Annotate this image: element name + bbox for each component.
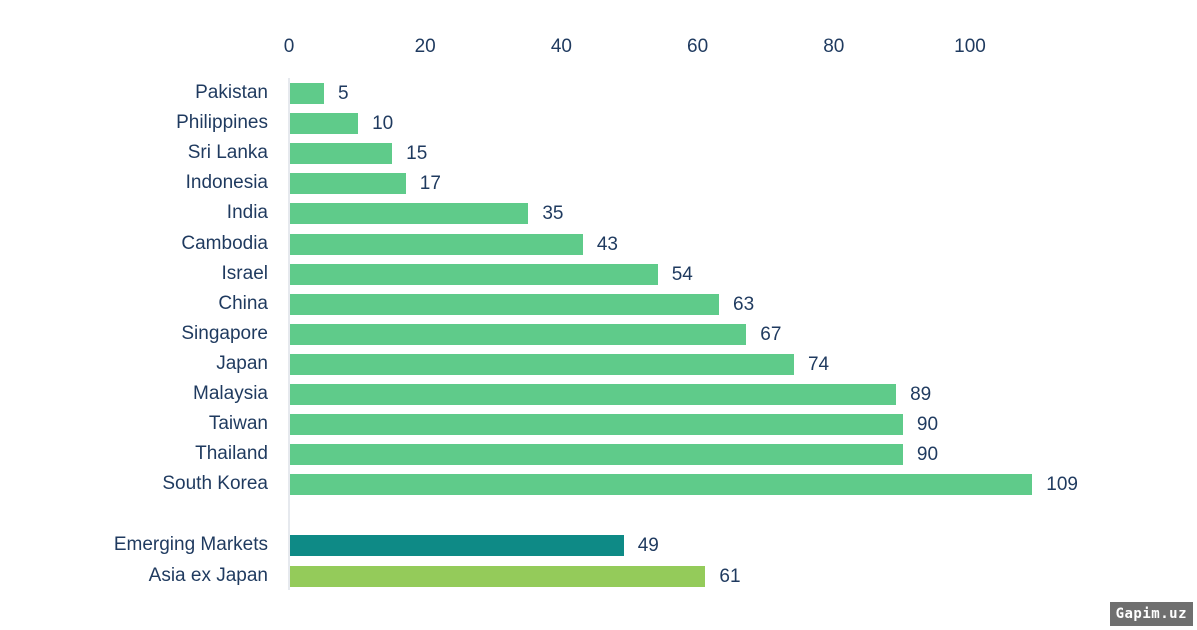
bar-row: Taiwan 90: [0, 413, 1197, 436]
bar-row: Malaysia 89: [0, 383, 1197, 406]
value-label: 90: [916, 444, 939, 466]
value-label: 54: [671, 263, 693, 285]
bar-row: Emerging Markets 49: [0, 534, 1197, 557]
category-label: Sri Lanka: [187, 142, 268, 164]
bar-row: South Korea 109: [0, 473, 1197, 496]
category-label: Asia ex Japan: [148, 564, 268, 586]
bar: [290, 203, 529, 225]
category-label: South Korea: [162, 473, 268, 495]
value-label: 15: [406, 143, 428, 165]
bar: [290, 353, 794, 375]
x-tick-label: 20: [414, 36, 436, 57]
bar: [290, 474, 1033, 496]
value-label: 43: [596, 233, 618, 255]
bar: [290, 444, 903, 466]
x-tick-label: 80: [823, 36, 845, 57]
bar-row: Singapore 67: [0, 322, 1197, 346]
category-label: Emerging Markets: [113, 534, 268, 555]
category-label: Malaysia: [193, 383, 268, 404]
category-label: Japan: [216, 352, 268, 374]
value-label: 49: [637, 535, 659, 556]
category-label: Cambodia: [181, 232, 268, 254]
bar: [290, 113, 359, 135]
value-label: 109: [1046, 474, 1078, 496]
value-label: 63: [733, 293, 755, 315]
value-label: 74: [807, 353, 830, 375]
value-label: 90: [916, 414, 939, 436]
category-label: India: [226, 202, 268, 224]
bar-row: Philippines 10: [0, 112, 1197, 135]
bar-row: Thailand 90: [0, 443, 1197, 466]
bar: [290, 323, 747, 345]
bar-row: Asia ex Japan 61: [0, 564, 1197, 588]
bar-row: Indonesia 17: [0, 172, 1197, 195]
bar-row: Israel 54: [0, 262, 1197, 286]
category-label: Thailand: [195, 443, 268, 465]
value-label: 35: [542, 203, 564, 225]
bar: [290, 83, 325, 104]
bar: [290, 565, 706, 587]
bar-row: Sri Lanka 15: [0, 142, 1197, 165]
bar-row: Pakistan 5: [0, 82, 1197, 105]
value-label: 17: [419, 173, 441, 195]
value-label: 89: [910, 384, 932, 405]
x-tick-label: 40: [550, 36, 572, 57]
bar-row: India 35: [0, 202, 1197, 225]
bar: [290, 173, 406, 195]
value-label: 10: [372, 113, 394, 135]
category-label: Indonesia: [185, 172, 268, 194]
category-label: China: [218, 292, 268, 314]
x-tick-label: 60: [687, 36, 709, 57]
value-label: 5: [338, 83, 349, 104]
category-label: Israel: [221, 262, 268, 284]
category-label: Singapore: [181, 322, 268, 344]
value-label: 61: [719, 565, 741, 587]
y-axis-line: [288, 78, 290, 590]
category-label: Philippines: [176, 112, 268, 134]
category-label: Pakistan: [195, 82, 268, 103]
bar: [290, 233, 583, 255]
bar: [290, 384, 897, 405]
x-tick-label: 100: [954, 36, 986, 57]
bar: [290, 263, 658, 285]
bar-row: China 63: [0, 292, 1197, 316]
x-tick-label: 0: [283, 36, 295, 57]
bar-row: Japan 74: [0, 352, 1197, 376]
bar: [290, 414, 903, 436]
bar: [290, 143, 393, 165]
bar-row: Cambodia 43: [0, 232, 1197, 256]
bar: [290, 535, 624, 556]
value-label: 67: [760, 323, 782, 345]
watermark: Gapim.uz: [1109, 602, 1193, 626]
bar: [290, 293, 720, 315]
category-label: Taiwan: [208, 413, 268, 435]
